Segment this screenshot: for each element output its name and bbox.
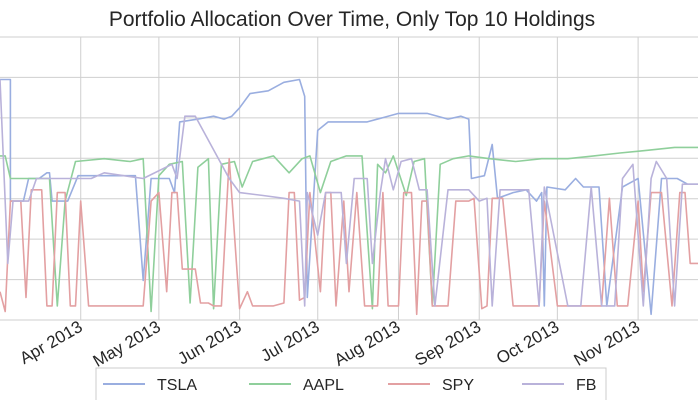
legend-box — [95, 367, 607, 400]
legend-label-tsla: TSLA — [157, 377, 197, 394]
x-tick-label: Aug 2013 — [331, 317, 404, 370]
x-tick-label: Apr 2013 — [16, 317, 85, 368]
legend-label-fb: FB — [576, 377, 596, 394]
legend: TSLA AAPL SPY FB — [95, 367, 607, 400]
legend-label-spy: SPY — [442, 377, 474, 394]
plot-area — [0, 36, 698, 321]
plot-frame — [0, 37, 698, 320]
x-tick-label: May 2013 — [90, 317, 164, 371]
x-tick-label: Jul 2013 — [258, 317, 323, 366]
series-line-tsla — [0, 78, 698, 316]
x-tick-label: Oct 2013 — [493, 317, 562, 368]
chart-title: Portfolio Allocation Over Time, Only Top… — [109, 8, 595, 31]
x-tick-label: Sep 2013 — [412, 317, 485, 370]
series-line-fb — [0, 79, 698, 307]
legend-label-aapl: AAPL — [303, 377, 344, 394]
x-tick-label: Jun 2013 — [175, 317, 245, 368]
series-layer — [0, 78, 698, 316]
x-axis-tick-labels: Apr 2013 May 2013 Jun 2013 Jul 2013 Aug 2013… — [16, 317, 643, 371]
series-line-aapl — [0, 146, 698, 313]
x-tick-label: Nov 2013 — [571, 317, 644, 370]
